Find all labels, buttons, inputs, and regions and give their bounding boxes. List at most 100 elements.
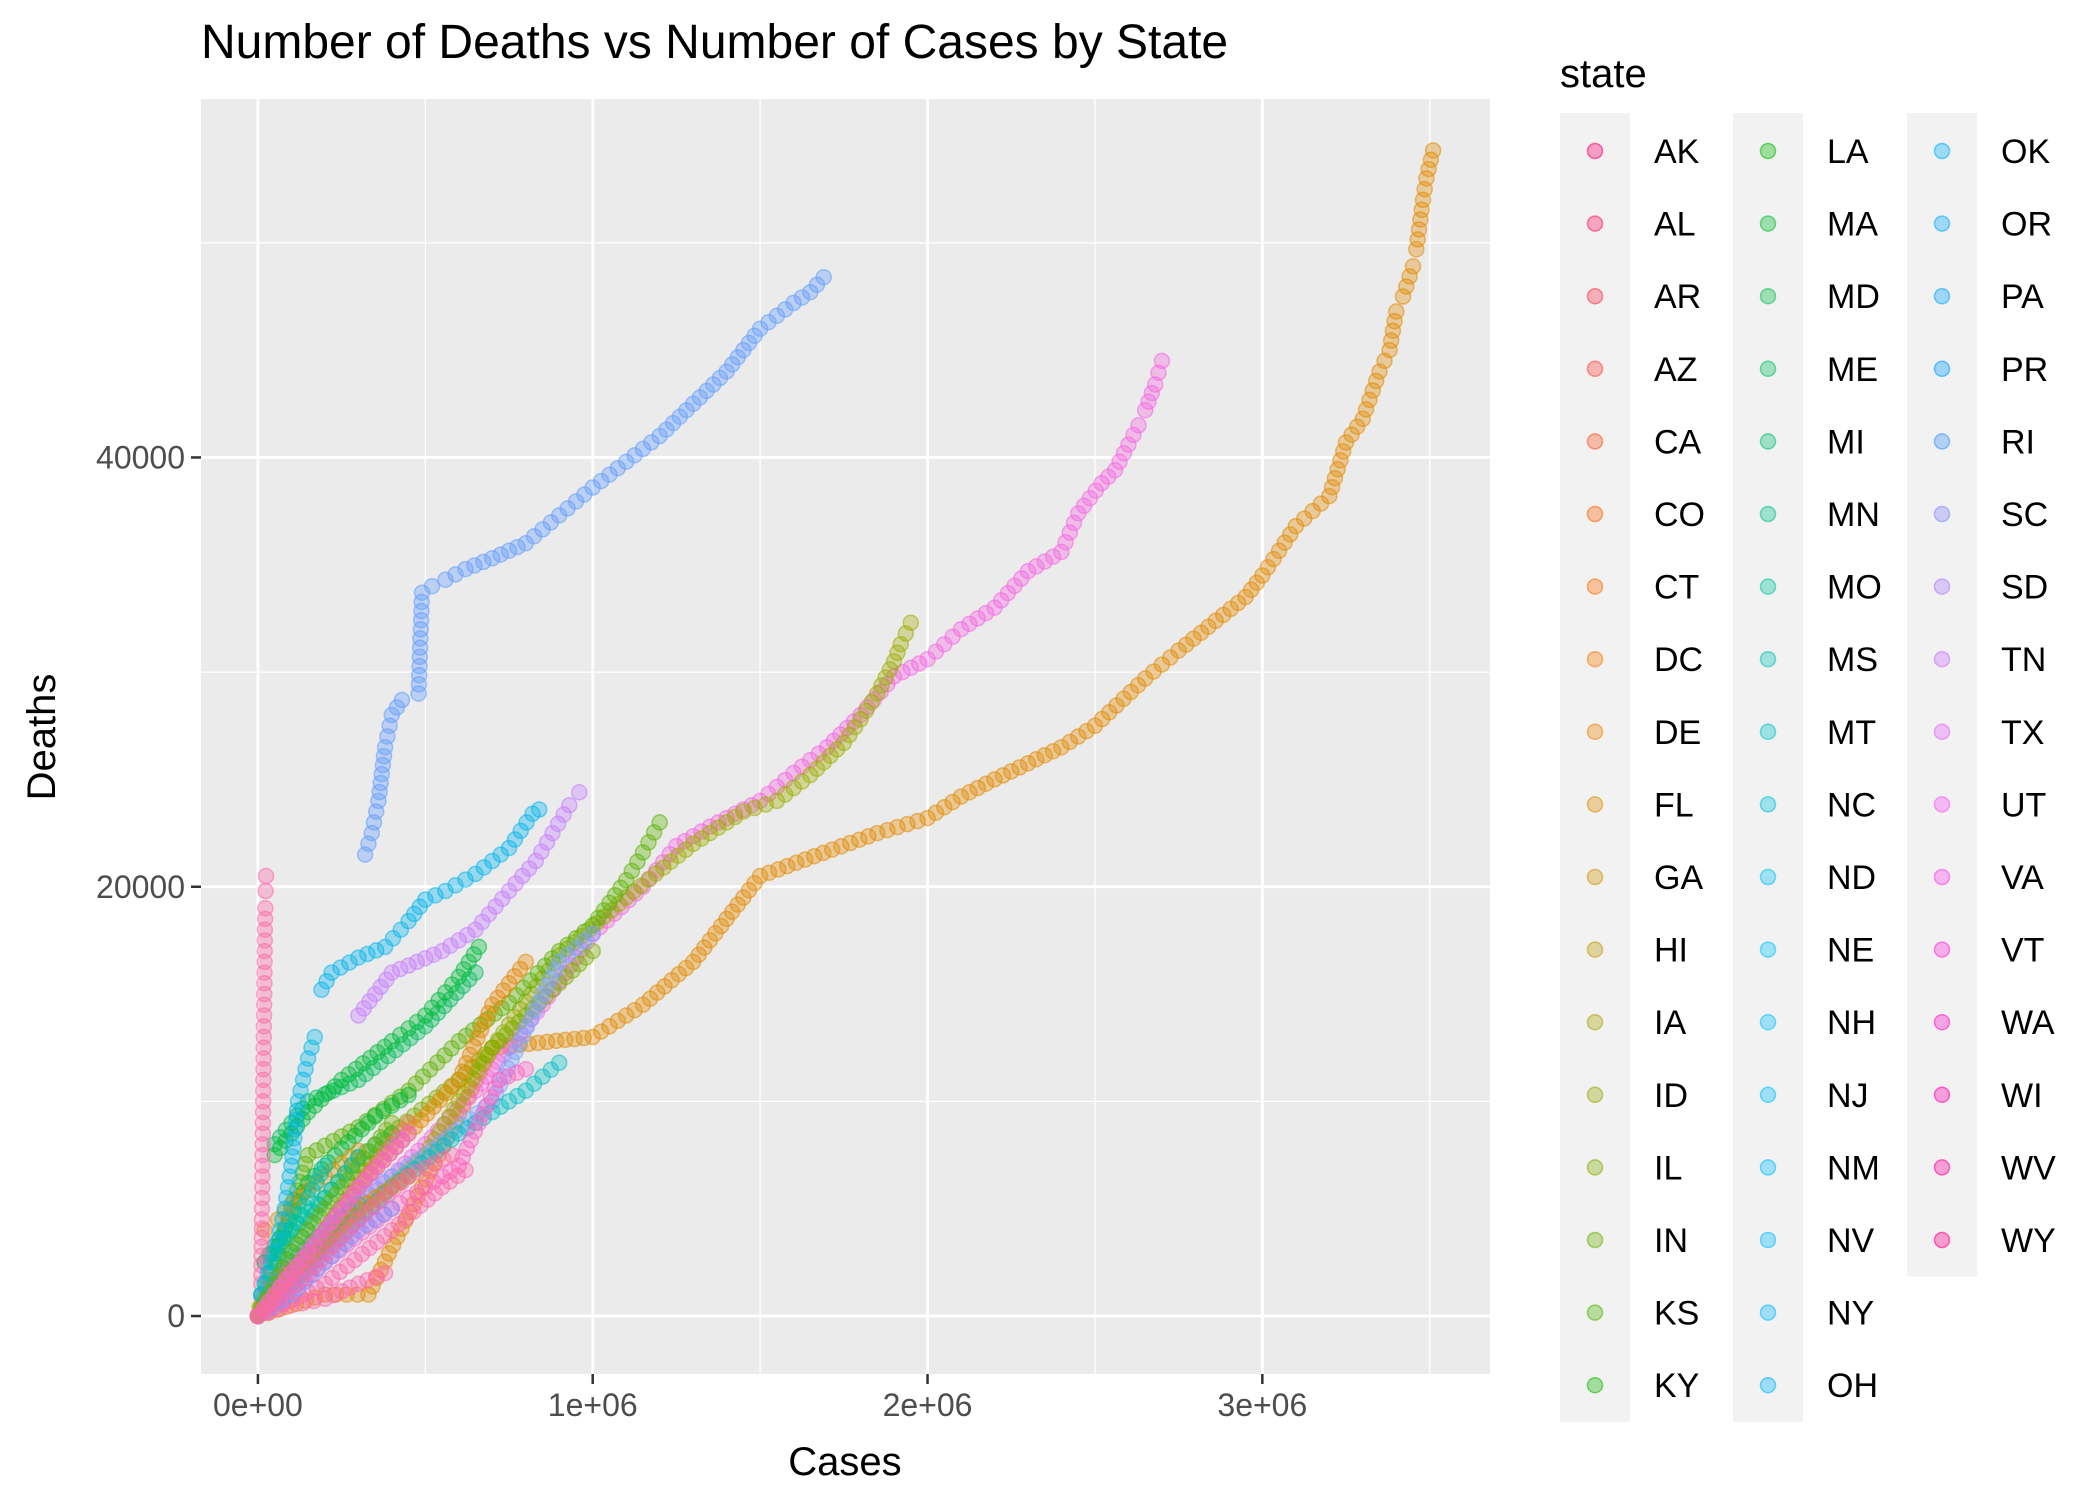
data-point-mn bbox=[291, 1205, 309, 1223]
legend-key-la bbox=[1759, 142, 1777, 160]
data-point-tx bbox=[1130, 417, 1147, 434]
legend-label-ok: OK bbox=[2001, 133, 2050, 171]
legend-key-ut bbox=[1933, 796, 1951, 813]
legend-label-ms: MS bbox=[1827, 641, 1878, 679]
legend-key-dc bbox=[1586, 650, 1604, 668]
data-point-ca bbox=[380, 1245, 398, 1262]
x-axis-title: Cases bbox=[788, 1440, 901, 1484]
data-point-tx bbox=[1028, 558, 1045, 575]
legend-label-oh: OH bbox=[1827, 1367, 1878, 1405]
data-point-ca bbox=[1357, 401, 1375, 418]
data-point-ny bbox=[626, 447, 643, 464]
data-point-fl bbox=[877, 669, 894, 686]
data-point-oh bbox=[530, 994, 547, 1011]
data-point-ca bbox=[1329, 461, 1346, 478]
legend-label-ia: IA bbox=[1654, 1004, 1686, 1042]
data-point-nj bbox=[350, 949, 367, 966]
data-point-tn bbox=[391, 1195, 409, 1212]
data-point-nj bbox=[500, 839, 518, 857]
data-point-fl bbox=[701, 824, 719, 842]
data-point-ny bbox=[751, 320, 769, 337]
data-point-nj bbox=[512, 822, 529, 840]
data-point-pa bbox=[544, 824, 561, 842]
data-point-oh bbox=[534, 985, 551, 1003]
data-point-tx bbox=[1106, 462, 1124, 479]
data-point-tx bbox=[1140, 393, 1157, 410]
data-point-ny bbox=[617, 453, 635, 471]
data-point-fl bbox=[902, 614, 920, 631]
legend-label-tn: TN bbox=[2001, 641, 2046, 679]
legend-label-wa: WA bbox=[2001, 1004, 2055, 1042]
data-point-tx bbox=[1057, 533, 1074, 551]
data-point-fl bbox=[793, 773, 811, 790]
data-point-la bbox=[400, 1086, 417, 1104]
data-point-ca bbox=[1036, 747, 1053, 764]
data-point-ny bbox=[413, 602, 430, 620]
legend-key-mo bbox=[1759, 578, 1777, 595]
legend-label-in: IN bbox=[1654, 1222, 1688, 1260]
data-point-pa bbox=[533, 843, 550, 860]
data-point-fl bbox=[710, 819, 727, 836]
data-point-la bbox=[391, 1092, 409, 1109]
data-point-tn bbox=[466, 1123, 484, 1140]
legend-key-vt bbox=[1933, 941, 1951, 958]
data-point-tx bbox=[1136, 401, 1154, 419]
data-point-pa bbox=[561, 796, 578, 814]
legend-key-de bbox=[1586, 723, 1604, 741]
data-point-ut bbox=[367, 1268, 385, 1285]
legend-label-nv: NV bbox=[1827, 1222, 1875, 1260]
legend-key-ak bbox=[1586, 142, 1604, 160]
legend-key-sd bbox=[1933, 578, 1951, 595]
legend-label-mi: MI bbox=[1827, 423, 1865, 461]
data-point-ma bbox=[383, 1033, 401, 1050]
data-point-tx bbox=[1111, 453, 1128, 471]
legend-label-az: AZ bbox=[1654, 351, 1697, 389]
x-axis: 0e+00 1e+06 2e+06 3e+06 bbox=[213, 1374, 1307, 1423]
legend-key-id bbox=[1586, 1086, 1604, 1104]
data-point-ca bbox=[952, 788, 970, 805]
legend-key-ma bbox=[1759, 215, 1777, 232]
data-point-nc bbox=[509, 1087, 526, 1105]
data-points bbox=[249, 142, 1442, 1325]
data-point-ca bbox=[851, 831, 868, 848]
data-point-ca bbox=[994, 767, 1012, 784]
data-point-ca bbox=[961, 784, 978, 801]
data-point-ca bbox=[879, 821, 896, 839]
data-point-ca bbox=[969, 779, 986, 797]
data-point-tx bbox=[1153, 352, 1171, 370]
data-point-oh bbox=[514, 1027, 532, 1044]
data-point-fl bbox=[718, 814, 735, 831]
legend-key-wa bbox=[1933, 1013, 1951, 1031]
data-point-ny bbox=[484, 550, 501, 567]
data-point-tn bbox=[517, 1060, 535, 1078]
data-point-az bbox=[461, 1046, 479, 1064]
legend-label-ca: CA bbox=[1654, 423, 1702, 461]
data-point-az bbox=[517, 953, 535, 971]
data-point-ct bbox=[333, 1155, 350, 1172]
data-point-tx bbox=[894, 663, 911, 681]
data-point-ny bbox=[760, 313, 777, 331]
chart-title: Number of Deaths vs Number of Cases by S… bbox=[201, 16, 1228, 69]
data-point-ca bbox=[601, 1018, 618, 1035]
legend-key-ct bbox=[1586, 578, 1604, 595]
data-point-ny bbox=[437, 571, 454, 589]
data-point-tx bbox=[1143, 384, 1161, 402]
legend-key-ri bbox=[1933, 433, 1951, 450]
data-point-oh bbox=[584, 925, 601, 943]
legend-label-il: IL bbox=[1654, 1149, 1682, 1187]
data-point-va bbox=[409, 1163, 426, 1181]
data-point-ca bbox=[617, 1007, 635, 1024]
data-point-nj bbox=[417, 891, 434, 908]
data-point-mn bbox=[295, 1197, 313, 1215]
data-point-ok bbox=[366, 1211, 384, 1228]
data-point-fl bbox=[873, 677, 890, 694]
data-point-ca bbox=[944, 793, 961, 811]
data-point-la bbox=[375, 1102, 392, 1120]
data-point-ca bbox=[1361, 391, 1378, 409]
data-point-mn bbox=[287, 1213, 304, 1231]
data-point-nj bbox=[323, 964, 340, 981]
data-point-tx bbox=[1053, 543, 1070, 561]
data-point-ca bbox=[927, 804, 945, 821]
data-point-ca bbox=[1398, 278, 1415, 295]
data-point-il bbox=[299, 1146, 317, 1164]
